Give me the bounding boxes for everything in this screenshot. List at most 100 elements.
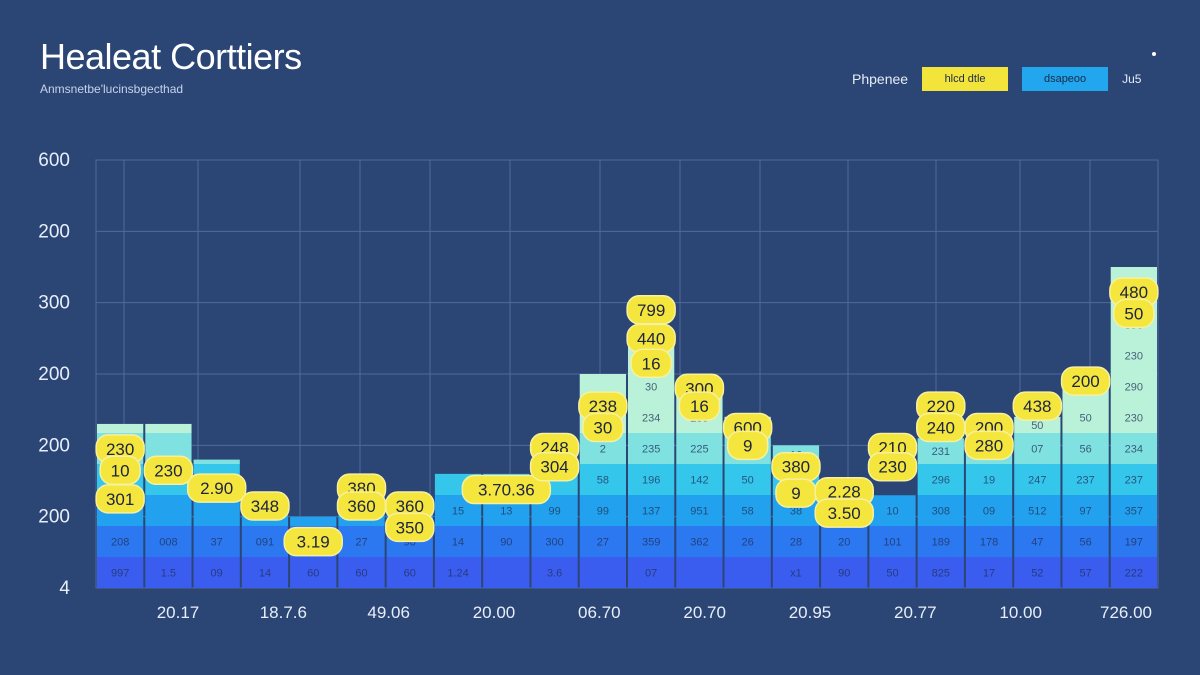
bar-segment — [145, 495, 192, 526]
bar-cell-label: 97 — [1079, 506, 1091, 518]
bar-segment — [579, 495, 626, 526]
bar[interactable]: 50 101 10 — [869, 495, 916, 588]
bar-segment — [821, 557, 868, 588]
data-label-badge — [867, 451, 918, 482]
y-tick-label: 200 — [38, 221, 70, 242]
data-label-badge — [964, 430, 1014, 461]
x-tick-label: 18.7.6 — [260, 603, 307, 622]
bar-cell-label: 359 — [642, 537, 660, 549]
bar-cell-label: 142 — [690, 475, 708, 487]
x-tick-label: 20.95 — [789, 603, 832, 622]
bar-cell-label: 28 — [790, 537, 802, 549]
bar-segment — [290, 516, 337, 526]
bar-segment — [1062, 433, 1109, 464]
data-label: 230 — [154, 461, 182, 480]
bar-segment — [1062, 526, 1109, 557]
bar-cell-label: 008 — [159, 537, 177, 549]
bar-segment — [290, 557, 337, 588]
data-label: 360 — [396, 497, 424, 516]
bar-segment — [241, 557, 289, 588]
bar-cell-label: 30 — [645, 382, 657, 394]
bar-segment — [1110, 526, 1157, 557]
bar-cell-label: 20 — [838, 537, 850, 549]
bar-segment — [917, 495, 964, 526]
bar-cell-label: 091 — [256, 537, 274, 549]
data-label: 30 — [593, 419, 612, 438]
bar[interactable]: 1.24 14 15 — [434, 473, 482, 588]
data-label: 238 — [589, 397, 617, 416]
bar-cell-label: 235 — [642, 444, 660, 456]
data-label: 799 — [637, 301, 665, 320]
y-tick-label: 600 — [38, 150, 70, 171]
data-label: 220 — [927, 397, 955, 416]
data-label: 16 — [690, 397, 709, 416]
bar-cell-label: 10 — [886, 506, 898, 518]
bar-segment — [772, 526, 820, 557]
bar-segment — [676, 557, 723, 588]
bar[interactable]: 825 189 308 296 231 — [917, 438, 964, 588]
data-label-badge — [461, 474, 552, 505]
y-tick-label: 200 — [38, 435, 70, 456]
data-label-badge — [726, 430, 769, 461]
bar-segment — [1062, 464, 1109, 495]
bar-cell-label: 50 — [1031, 420, 1043, 432]
bar-cell-label: 237 — [1076, 475, 1094, 487]
bar-segment — [821, 526, 868, 557]
legend-item-2[interactable]: dsapeoo — [1022, 67, 1109, 91]
x-tick-label: 20.70 — [683, 603, 726, 622]
bar-segment — [1062, 402, 1109, 433]
bar-segment — [483, 526, 530, 557]
data-label: 304 — [540, 458, 568, 477]
bar-cell-label: 09 — [983, 506, 995, 518]
data-label: 230 — [106, 440, 134, 459]
bar-cell-label: 26 — [742, 537, 754, 549]
data-label: 280 — [975, 436, 1003, 455]
bar-cell-label: 178 — [980, 537, 998, 549]
bar-segment — [869, 557, 916, 588]
bar-cell-label: 50 — [742, 475, 754, 487]
bar-segment — [1014, 526, 1061, 557]
bar[interactable]: 1.5 008 — [145, 423, 192, 588]
data-label-badge — [95, 484, 145, 514]
data-label-badge — [1012, 391, 1063, 421]
data-label-badge — [814, 498, 874, 528]
bar-cell-label: 225 — [690, 444, 708, 456]
data-label: 240 — [927, 419, 955, 438]
data-label: 360 — [347, 497, 375, 516]
bar-segment — [241, 526, 289, 557]
bar-cell-label: 512 — [1028, 506, 1046, 518]
bar[interactable]: 07 359 137 196 235 234 30 — [628, 345, 675, 588]
bar-segment — [869, 495, 916, 526]
bar-cell-label: 308 — [932, 506, 950, 518]
bar-cell-label: 17 — [983, 568, 995, 580]
x-tick-label: 06.70 — [578, 603, 621, 622]
bar-cell-label: 27 — [355, 537, 367, 549]
bar-cell-label: 189 — [932, 537, 950, 549]
bar-segment — [1014, 557, 1061, 588]
data-label: 480 — [1120, 283, 1148, 302]
bar-cell-label: 60 — [355, 568, 367, 580]
data-label: 350 — [396, 518, 424, 537]
bar-segment — [676, 464, 723, 495]
bar-segment — [193, 459, 240, 464]
data-label: 50 — [1124, 304, 1143, 323]
bar-segment — [1110, 495, 1157, 526]
bar-cell-label: 57 — [1079, 568, 1091, 580]
data-label: 380 — [782, 458, 810, 477]
bar-cell-label: 27 — [597, 537, 609, 549]
y-tick-label: 200 — [38, 507, 70, 528]
bar-segment — [1014, 464, 1061, 495]
bar-segment — [1110, 267, 1157, 278]
bar[interactable]: 52 47 512 247 07 50 — [1014, 416, 1061, 588]
x-tick-label: 20.17 — [157, 603, 200, 622]
bar-cell-label: 237 — [1125, 475, 1143, 487]
bar[interactable]: 575697237565030 — [1062, 381, 1109, 588]
bar-segment — [628, 526, 675, 557]
bar-cell-label: 951 — [690, 506, 708, 518]
data-label-badge — [240, 491, 290, 521]
legend-item-1[interactable]: hlcd dtle — [922, 67, 1009, 91]
bar-cell-label: 2 — [600, 444, 606, 456]
data-label-badge — [283, 526, 343, 557]
bar[interactable]: 17178091917 — [965, 438, 1013, 588]
bar-segment — [531, 526, 578, 557]
